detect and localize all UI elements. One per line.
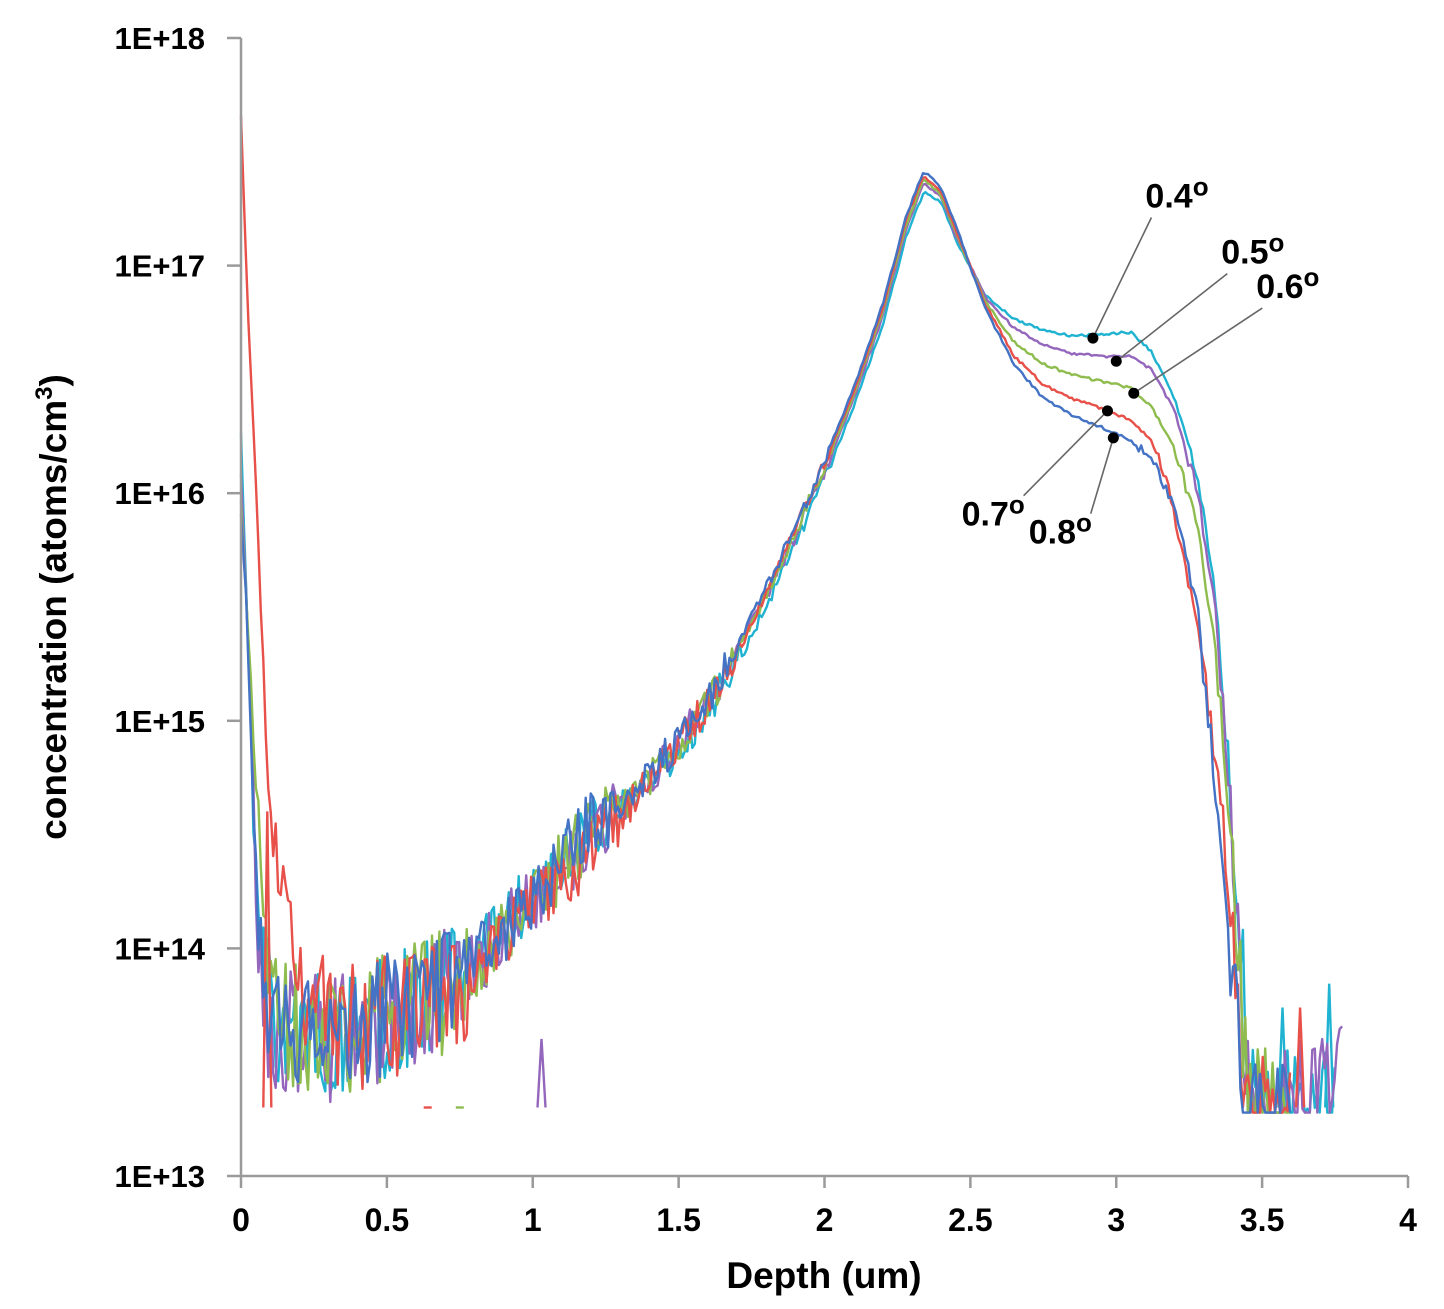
annotation-label-value: 0.8 [1029, 514, 1076, 552]
annotation-label-value: 0.5 [1221, 234, 1268, 272]
plot-series [239, 115, 1344, 1114]
annotation-leader-line [1092, 217, 1153, 339]
y-tick-label: 1E+17 [114, 249, 205, 284]
x-tick-label: 3 [1107, 1202, 1125, 1238]
series-line [239, 178, 1290, 1114]
series-spike [1294, 1007, 1306, 1108]
annotation-marker [1128, 387, 1140, 399]
annotation-label-value: 0.6 [1256, 268, 1303, 306]
plot-annotations: 0.4o0.5o0.6o0.7o0.8o [962, 171, 1320, 551]
annotation-leader-line [1133, 307, 1263, 394]
x-tick-label: 2.5 [948, 1202, 992, 1238]
annotation-label: 0.8o [1029, 508, 1092, 552]
series-line [239, 172, 1292, 1114]
y-tick-label: 1E+13 [114, 1159, 205, 1194]
annotation-label: 0.4o [1145, 171, 1208, 215]
y-axis-title-main: concentration (atoms/cm [33, 400, 74, 840]
annotation-label: 0.6o [1256, 262, 1319, 306]
annotation-label-degree: o [1076, 508, 1092, 538]
x-tick-label: 0.5 [365, 1202, 409, 1238]
y-tick-label: 1E+16 [114, 476, 205, 511]
annotation-label-degree: o [1269, 228, 1285, 258]
y-axis-title: concentration (atoms/cm3) [31, 374, 74, 840]
annotation-label: 0.5o [1221, 228, 1284, 272]
annotation-marker [1101, 405, 1113, 417]
annotation-marker [1107, 432, 1119, 444]
x-tick-label: 2 [816, 1202, 834, 1238]
y-ticks: 1E+13 1E+14 1E+15 1E+16 1E+17 1E+18 [114, 21, 241, 1194]
x-tick-label: 1.5 [656, 1202, 700, 1238]
annotation-leader-line [1089, 437, 1115, 514]
x-axis-title: Depth (um) [726, 1255, 921, 1296]
y-tick-label: 1E+14 [114, 931, 205, 966]
annotation-marker [1110, 355, 1122, 367]
annotation-label-value: 0.4 [1145, 177, 1192, 215]
x-tick-label: 3.5 [1240, 1202, 1284, 1238]
annotation-label: 0.7o [962, 490, 1025, 534]
annotation-label-degree: o [1193, 171, 1209, 201]
annotation-label-degree: o [1304, 262, 1320, 292]
y-tick-label: 1E+18 [114, 21, 205, 56]
x-tick-label: 4 [1399, 1202, 1417, 1238]
series-spike [262, 811, 273, 1108]
y-axis-title-end: ) [33, 374, 74, 386]
x-tick-label: 1 [524, 1202, 542, 1238]
series-spike [536, 1038, 547, 1108]
annotation-leader-line [1023, 410, 1109, 497]
x-ticks: 0 0.5 1 1.5 2 2.5 3 3.5 4 [232, 1176, 1417, 1238]
series-spike [1324, 983, 1335, 1108]
series-line [239, 115, 1292, 1114]
annotation-marker [1087, 332, 1099, 344]
annotation-leader-line [1115, 273, 1228, 362]
y-tick-label: 1E+15 [114, 704, 205, 739]
annotation-label-value: 0.7 [962, 496, 1009, 534]
annotation-label-degree: o [1009, 490, 1025, 520]
y-axis-title-superscript: 3 [31, 386, 58, 399]
x-tick-label: 0 [232, 1202, 250, 1238]
